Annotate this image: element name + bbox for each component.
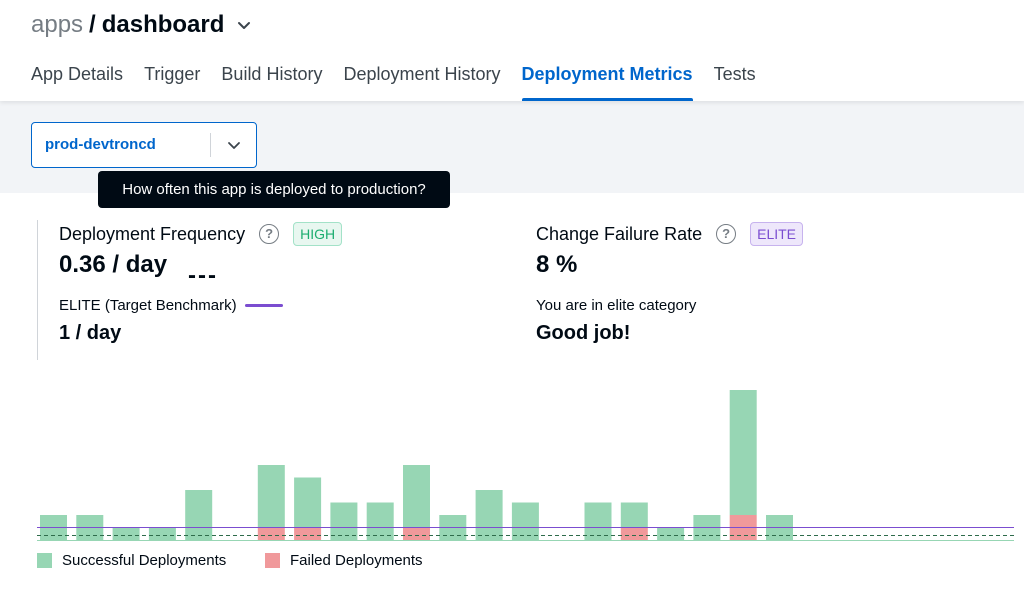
failure-rate-badge: ELITE [750,222,804,246]
select-divider [210,133,211,157]
frequency-dashed-line: --- [188,262,218,289]
tab-build-history[interactable]: Build History [221,64,323,84]
tab-tests[interactable]: Tests [713,64,756,84]
bar-failed[interactable] [257,527,285,541]
bar-successful[interactable] [657,527,685,541]
deployment-chart [37,390,1014,541]
environment-select-value: prod-devtroncd [45,136,156,153]
bar-successful[interactable] [330,502,358,541]
tab-deployment-history[interactable]: Deployment History [343,64,501,84]
legend-successful: Successful Deployments [37,552,226,569]
benchmark-label-row: ELITE (Target Benchmark) [59,297,283,314]
benchmark-legend-line [244,304,283,307]
environment-select[interactable]: prod-devtroncd [31,122,257,168]
tab-trigger[interactable]: Trigger [144,64,201,84]
breadcrumb-app-name: dashboard [101,11,225,38]
legend-label-failed: Failed Deployments [290,552,423,569]
legend-swatch-failed [265,553,280,568]
category-value: Good job! [536,322,631,344]
question-circle-icon[interactable]: ? [259,224,280,244]
change-failure-rate-value: 8 % [536,251,578,278]
chevron-down-icon[interactable] [226,137,242,153]
bar-successful[interactable] [729,390,757,515]
bar-successful[interactable] [403,465,430,528]
bar-failed[interactable] [620,527,648,541]
breadcrumb-separator: / [89,11,96,38]
legend-swatch-successful [37,553,52,568]
change-failure-rate-title: Change Failure Rate ? ELITE [536,222,804,246]
question-circle-icon[interactable]: ? [716,224,737,244]
bar-failed[interactable] [294,527,322,541]
bar-successful[interactable] [584,502,612,541]
benchmark-value: 1 / day [59,322,122,344]
bar-successful[interactable] [366,502,394,541]
bar-successful[interactable] [620,502,648,528]
app-tabs: App Details Trigger Build History Deploy… [31,60,777,101]
legend-failed: Failed Deployments [265,552,423,569]
help-tooltip: How often this app is deployed to produc… [98,171,450,208]
bar-successful[interactable] [185,490,213,540]
bar-successful[interactable] [148,527,176,541]
app-header: apps / dashboard App Details Trigger Bui… [0,0,1024,101]
legend-label-successful: Successful Deployments [62,552,227,569]
bar-successful[interactable] [511,502,539,541]
bar-successful[interactable] [257,465,285,528]
breadcrumb-apps-link[interactable]: apps [31,11,84,38]
bar-successful[interactable] [475,490,503,540]
category-label: You are in elite category [536,297,697,314]
frequency-badge: HIGH [293,222,343,246]
chevron-down-icon[interactable] [236,17,252,33]
metrics-divider [37,220,38,360]
tab-deployment-metrics[interactable]: Deployment Metrics [521,60,693,101]
breadcrumb: apps / dashboard [31,9,252,41]
tab-app-details[interactable]: App Details [31,64,124,84]
bar-failed[interactable] [403,527,430,541]
bar-successful[interactable] [294,477,322,528]
deployment-frequency-title: Deployment Frequency ? HIGH [59,222,343,246]
bar-successful[interactable] [112,527,140,541]
benchmark-label: ELITE (Target Benchmark) [59,297,237,314]
deployment-frequency-value: 0.36 / day [59,251,168,278]
deployment-frequency-label: Deployment Frequency [59,223,246,244]
change-failure-rate-label: Change Failure Rate [536,223,703,244]
